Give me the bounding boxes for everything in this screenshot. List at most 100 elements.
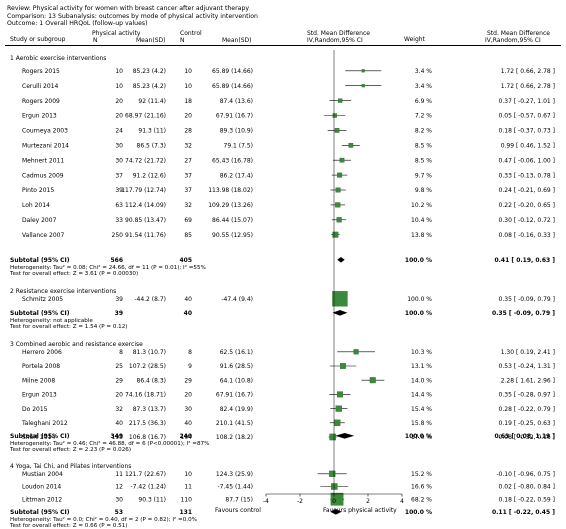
study-name: Cerulli 2014 (22, 83, 59, 90)
study-point-estimate (332, 113, 338, 118)
study-name: Cadmus 2009 (22, 172, 64, 179)
subtotal-n2: 40 (184, 310, 192, 317)
study-name: Do 2015 (22, 406, 48, 413)
study-n2: 104 (181, 434, 193, 441)
study-n1: 10 (115, 68, 123, 75)
study-n2: 40 (184, 296, 192, 303)
study-name: Ergun 2013 (22, 392, 57, 399)
study-point-estimate (329, 470, 336, 477)
study-mean-sd-1: 121.7 (22.67) (125, 471, 166, 478)
study-mean-sd-2: 65.89 (14.66) (212, 83, 253, 90)
overall-effect-text: Test for overall effect: Z = 0.66 (P = 0… (9, 523, 127, 529)
study-n1: 30 (115, 157, 123, 164)
smd-plot-header: Std. Mean Difference (307, 30, 370, 37)
subgroup-title: 1 Aerobic exercise interventions (10, 55, 106, 62)
study-mean-sd-2: 65.43 (16.78) (212, 157, 253, 164)
study-n2: 18 (184, 98, 192, 105)
study-name: Courneya 2003 (22, 128, 68, 135)
subtotal-label: Subtotal (95% CI) (10, 310, 70, 317)
study-weight: 10.4 % (411, 217, 432, 224)
control-group-header: Control (180, 30, 202, 37)
study-mean-sd-2: 87.4 (13.6) (220, 98, 253, 105)
study-mean-sd-1: 86.4 (8.3) (137, 377, 167, 384)
study-point-estimate (361, 84, 365, 88)
study-n2: 8 (188, 349, 192, 356)
study-smd-ci: 0.37 [ -0.27, 1.01 ] (499, 98, 555, 105)
study-n1: 195 (112, 434, 124, 441)
study-n1: 250 (112, 232, 124, 239)
subgroup-title: 3 Combined aerobic and resistance exerci… (10, 341, 143, 348)
subtotal-smd-ci: 0.11 [ -0.22, 0.45 ] (492, 509, 555, 516)
study-weight: 10.3 % (411, 349, 432, 356)
study-column-header: Study or subgroup (10, 36, 66, 43)
study-mean-sd-2: 67.91 (16.7) (216, 392, 253, 399)
study-name: Portela 2008 (22, 363, 60, 370)
subtotal-diamond (330, 509, 342, 515)
study-n1: 20 (115, 98, 123, 105)
study-name: Vallance 2007 (22, 232, 64, 239)
heterogeneity-text: Heterogeneity: Tau² = 0.0; Chi² = 0.40, … (10, 516, 197, 523)
study-smd-ci: 0.08 [ -0.16, 0.33 ] (499, 232, 555, 239)
x-axis-tick-label: -2 (297, 498, 303, 505)
study-mean-sd-1: 68.97 (21.16) (125, 113, 166, 120)
study-mean-sd-2: 86.44 (15.07) (212, 217, 253, 224)
subtotal-weight: 100.0 % (405, 310, 432, 317)
study-n1: 32 (115, 406, 123, 413)
study-point-estimate (361, 69, 365, 73)
study-n2: 27 (184, 157, 192, 164)
comparison-title: Comparison: 13 Subanalysis: outcomes by … (7, 12, 258, 20)
study-mean-sd-2: 64.1 (10.8) (220, 377, 253, 384)
study-mean-sd-2: 89.3 (10.9) (220, 128, 253, 135)
study-weight: 15.4 % (411, 406, 432, 413)
study-n2: 10 (184, 68, 192, 75)
study-smd-ci: 0.22 [ -0.20, 0.65 ] (499, 202, 555, 209)
study-name: Rogers 2015 (22, 68, 60, 75)
smd-plot-method-header: IV,Random,95% CI (307, 37, 363, 44)
study-name: Short 2014 (22, 434, 55, 441)
subtotal-smd-ci: 0.41 [ 0.19, 0.63 ] (494, 257, 555, 264)
subtotal-n1: 349 (110, 433, 123, 440)
study-n2: 69 (184, 217, 192, 224)
study-mean-sd-1: 91.2 (12.6) (133, 172, 166, 179)
study-name: Daley 2007 (22, 217, 57, 224)
study-mean-sd-2: 67.91 (16.7) (216, 113, 253, 120)
study-name: Taleghani 2012 (21, 420, 68, 427)
study-weight: 8.2 % (415, 128, 432, 135)
study-point-estimate (334, 128, 340, 133)
favours-physical-activity-label: Favours physical activity (323, 507, 397, 514)
study-weight: 100.0 % (407, 296, 432, 303)
study-smd-ci: 0.18 [ -0.37, 0.73 ] (499, 128, 555, 135)
study-mean-sd-1: 81.3 (10.7) (133, 349, 166, 356)
x-axis-tick-label: 0 (332, 498, 336, 505)
study-name: Rogers 2009 (22, 98, 60, 105)
study-n1: 20 (115, 113, 123, 120)
study-n1: 30 (115, 496, 123, 503)
study-point-estimate (331, 483, 338, 490)
study-n1: 30 (115, 143, 123, 150)
study-smd-ci: 0.47 [ -0.06, 1.00 ] (499, 157, 555, 164)
column-headers: Study or subgroup Physical activity N Me… (0, 30, 566, 44)
study-mean-sd-2: 62.5 (16.1) (220, 349, 253, 356)
study-n1: 39 (115, 187, 123, 194)
overall-effect-text: Test for overall effect: Z = 3.61 (P = 0… (9, 271, 138, 277)
study-weight: 13.1 % (411, 363, 432, 370)
group2-meansd-header: Mean(SD) (222, 37, 252, 44)
study-mean-sd-2: 90.55 (12.95) (212, 232, 253, 239)
x-axis-tick-label: 4 (400, 498, 404, 505)
study-smd-ci: 1.72 [ 0.66, 2.78 ] (501, 68, 555, 75)
subtotal-n1: 39 (115, 310, 123, 317)
study-n2: 110 (181, 496, 193, 503)
subtotal-n1: 566 (110, 257, 123, 264)
study-smd-ci: 0.53 [ -0.24, 1.31 ] (499, 363, 555, 370)
subtotal-smd-ci: 0.35 [ -0.09, 0.79 ] (492, 310, 555, 317)
study-mean-sd-2: 124.3 (25.9) (216, 471, 253, 478)
subtotal-label: Subtotal (95% CI) (10, 257, 70, 264)
smd-column-header: Std. Mean Difference (487, 30, 550, 37)
study-mean-sd-1: 90.3 (11) (138, 496, 166, 503)
study-weight: 15.8 % (411, 420, 432, 427)
smd-method-column-header: IV,Random,95% CI (485, 37, 541, 44)
study-weight: 6.9 % (415, 98, 432, 105)
x-axis-tick-label: 2 (366, 498, 370, 505)
study-weight: 14.4 % (411, 392, 432, 399)
